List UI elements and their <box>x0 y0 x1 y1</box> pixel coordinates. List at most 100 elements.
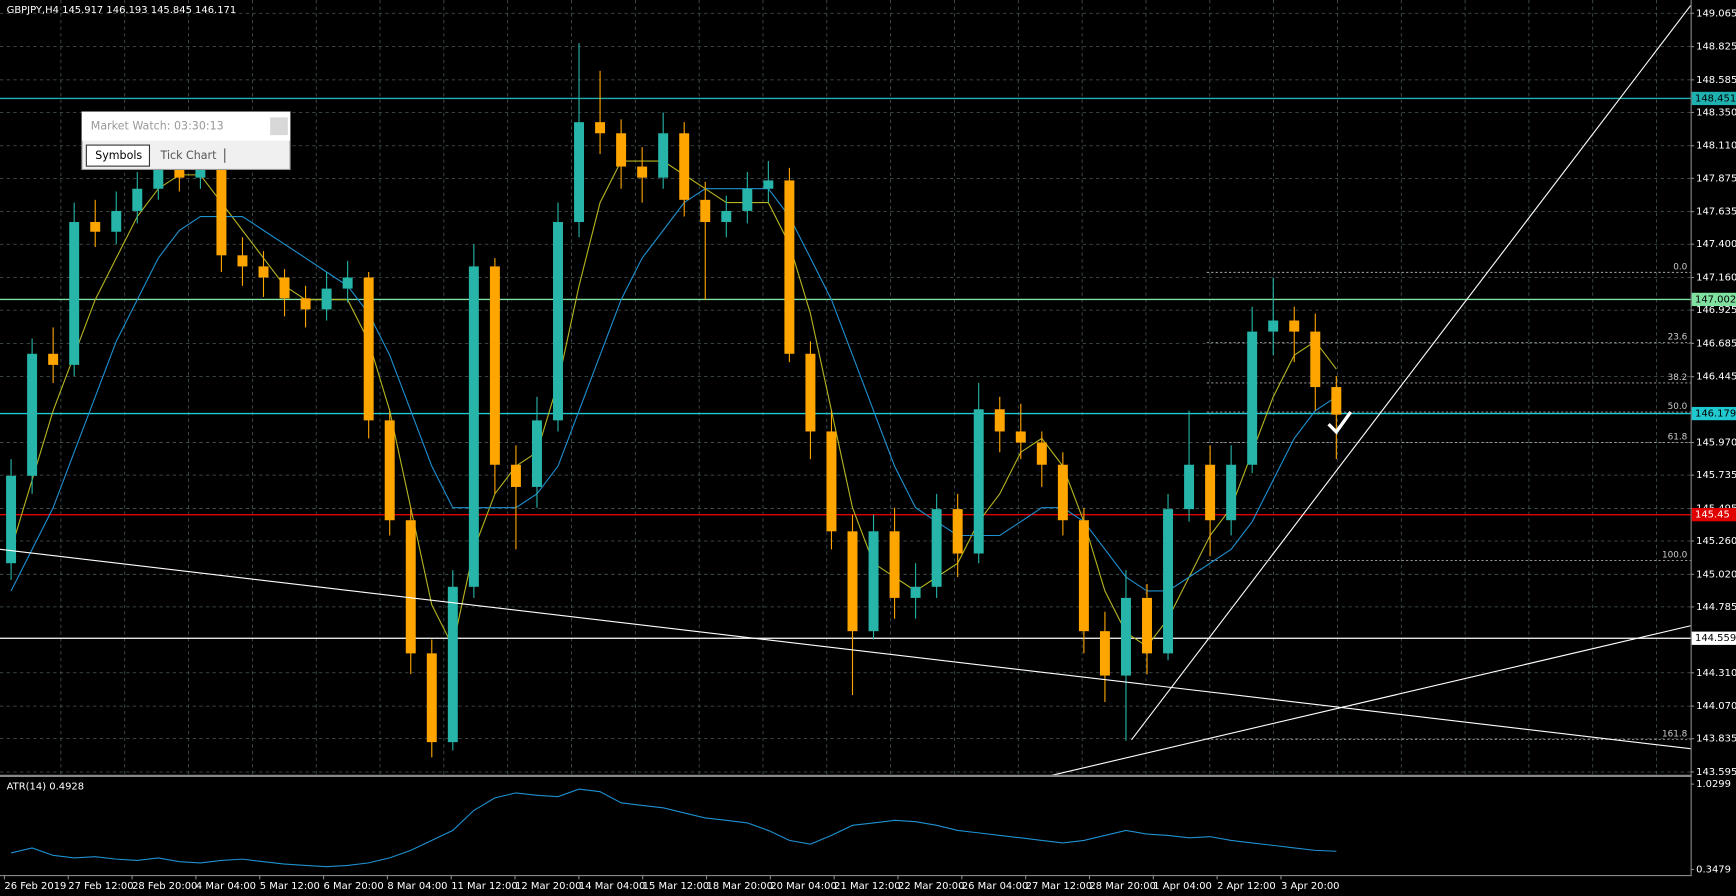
x-tick-label: 18 Mar 20:00 <box>707 881 773 892</box>
level-tag <box>1691 508 1736 522</box>
candle-body <box>342 277 353 289</box>
candle-body <box>700 199 711 223</box>
candle-body <box>279 277 290 299</box>
candle-body <box>258 266 269 278</box>
trend-line <box>1051 625 1691 776</box>
candle-body <box>1015 431 1026 443</box>
tab[interactable] <box>85 144 151 167</box>
y-tick-label: 145.970 <box>1696 438 1736 449</box>
candle-body <box>1163 509 1174 654</box>
candle-body <box>69 222 80 365</box>
candle-body <box>1099 631 1110 676</box>
level-label: 147.002 <box>1695 294 1736 305</box>
x-tick-label: 27 Feb 12:00 <box>68 881 133 892</box>
y-tick-label: 149.065 <box>1696 8 1736 19</box>
candle-body <box>1036 442 1047 465</box>
candle-body <box>847 531 858 632</box>
x-tick-label: 12 Mar 20:00 <box>515 881 581 892</box>
y-tick-label: 145.260 <box>1696 536 1736 547</box>
candle-body <box>952 509 963 554</box>
candle-body <box>48 353 59 365</box>
fibo-label: 161.8 <box>1662 729 1688 739</box>
market-watch[interactable]: Market Watch: 03:30:13 Symbols Tick Char… <box>81 111 291 171</box>
x-tick-label: 14 Mar 04:00 <box>579 881 645 892</box>
candle-body <box>784 180 795 354</box>
x-tick-label: 4 Mar 04:00 <box>196 881 256 892</box>
level-tag <box>1691 91 1736 106</box>
price-arrow <box>1327 411 1353 435</box>
level-tag <box>1691 631 1736 645</box>
y-tick-label: 147.400 <box>1696 239 1736 250</box>
candle-body <box>1057 464 1068 521</box>
panel-header <box>81 111 291 141</box>
candle-body <box>931 509 942 587</box>
atr-tick-label: 1.0299 <box>1696 779 1731 790</box>
candle-body <box>973 409 984 554</box>
candle-body <box>132 188 143 211</box>
close-button[interactable] <box>270 117 288 136</box>
trend-line <box>0 548 1691 750</box>
candle-body <box>153 155 164 189</box>
candle-body <box>468 266 479 587</box>
candle-body <box>1247 331 1258 465</box>
candle-body <box>805 353 816 432</box>
y-tick-label: 144.785 <box>1696 602 1736 613</box>
tab-label[interactable]: Tick Chart <box>160 149 218 162</box>
y-tick-label: 146.685 <box>1696 338 1736 349</box>
atr-label: ATR(14) 0.4928 <box>7 781 84 792</box>
candle-body <box>763 180 774 189</box>
x-tick-label: 21 Mar 12:00 <box>834 881 900 892</box>
x-tick-label: 6 Mar 20:00 <box>324 881 384 892</box>
panel-title: Market Watch: 03:30:13 <box>91 119 224 132</box>
candle-body <box>195 166 206 178</box>
x-tick-label: 3 Apr 20:00 <box>1281 881 1340 892</box>
candle-body <box>216 166 227 256</box>
x-tick-label: 26 Feb 2019 <box>4 881 66 892</box>
level-label: 148.451 <box>1695 93 1736 104</box>
y-tick-label: 144.310 <box>1696 668 1736 679</box>
tab-label[interactable]: Symbols <box>95 149 142 162</box>
candle-body <box>910 586 921 598</box>
y-tick-label: 144.070 <box>1696 701 1736 712</box>
level-label: 146.179 <box>1695 409 1736 420</box>
candle-body <box>889 531 900 598</box>
y-tick-label: 143.595 <box>1696 767 1736 778</box>
candle-body <box>489 266 500 465</box>
x-tick-label: 1 Apr 04:00 <box>1153 881 1212 892</box>
candle-body <box>994 409 1005 432</box>
candle-body <box>742 188 753 211</box>
level-label: 145.45 <box>1695 510 1730 521</box>
candle-body <box>447 586 458 743</box>
candle-body <box>595 122 606 134</box>
candle-body <box>363 277 374 421</box>
y-tick-label: 147.160 <box>1696 273 1736 284</box>
x-tick-label: 2 Apr 12:00 <box>1217 881 1276 892</box>
candle-body <box>1289 320 1300 332</box>
fibo-label: 23.6 <box>1668 333 1688 343</box>
x-tick-label: 15 Mar 12:00 <box>643 881 709 892</box>
y-tick-label: 146.925 <box>1696 305 1736 316</box>
candle-body <box>405 520 416 654</box>
y-tick-label: 146.445 <box>1696 372 1736 383</box>
trend-line <box>1131 5 1692 741</box>
level-tag <box>1691 406 1736 421</box>
atr-tick-label: 0.3479 <box>1696 864 1731 875</box>
candle-body <box>1142 597 1152 654</box>
candle-body <box>426 653 437 743</box>
y-tick-label: 147.635 <box>1696 207 1736 218</box>
x-tick-label: 20 Mar 04:00 <box>770 881 836 892</box>
candle-body <box>300 298 311 310</box>
x-tick-label: 22 Mar 20:00 <box>898 881 964 892</box>
candle-body <box>1205 464 1216 521</box>
level-label: 144.559 <box>1695 633 1736 644</box>
candle-body <box>1078 520 1089 632</box>
y-tick-label: 148.350 <box>1696 107 1736 118</box>
candle-body <box>531 420 542 487</box>
y-tick-label: 148.825 <box>1696 42 1736 53</box>
x-tick-label: 27 Mar 12:00 <box>1026 881 1092 892</box>
candle-body <box>321 288 332 310</box>
y-tick-label: 143.835 <box>1696 734 1736 745</box>
fibo-label: 50.0 <box>1668 402 1688 412</box>
